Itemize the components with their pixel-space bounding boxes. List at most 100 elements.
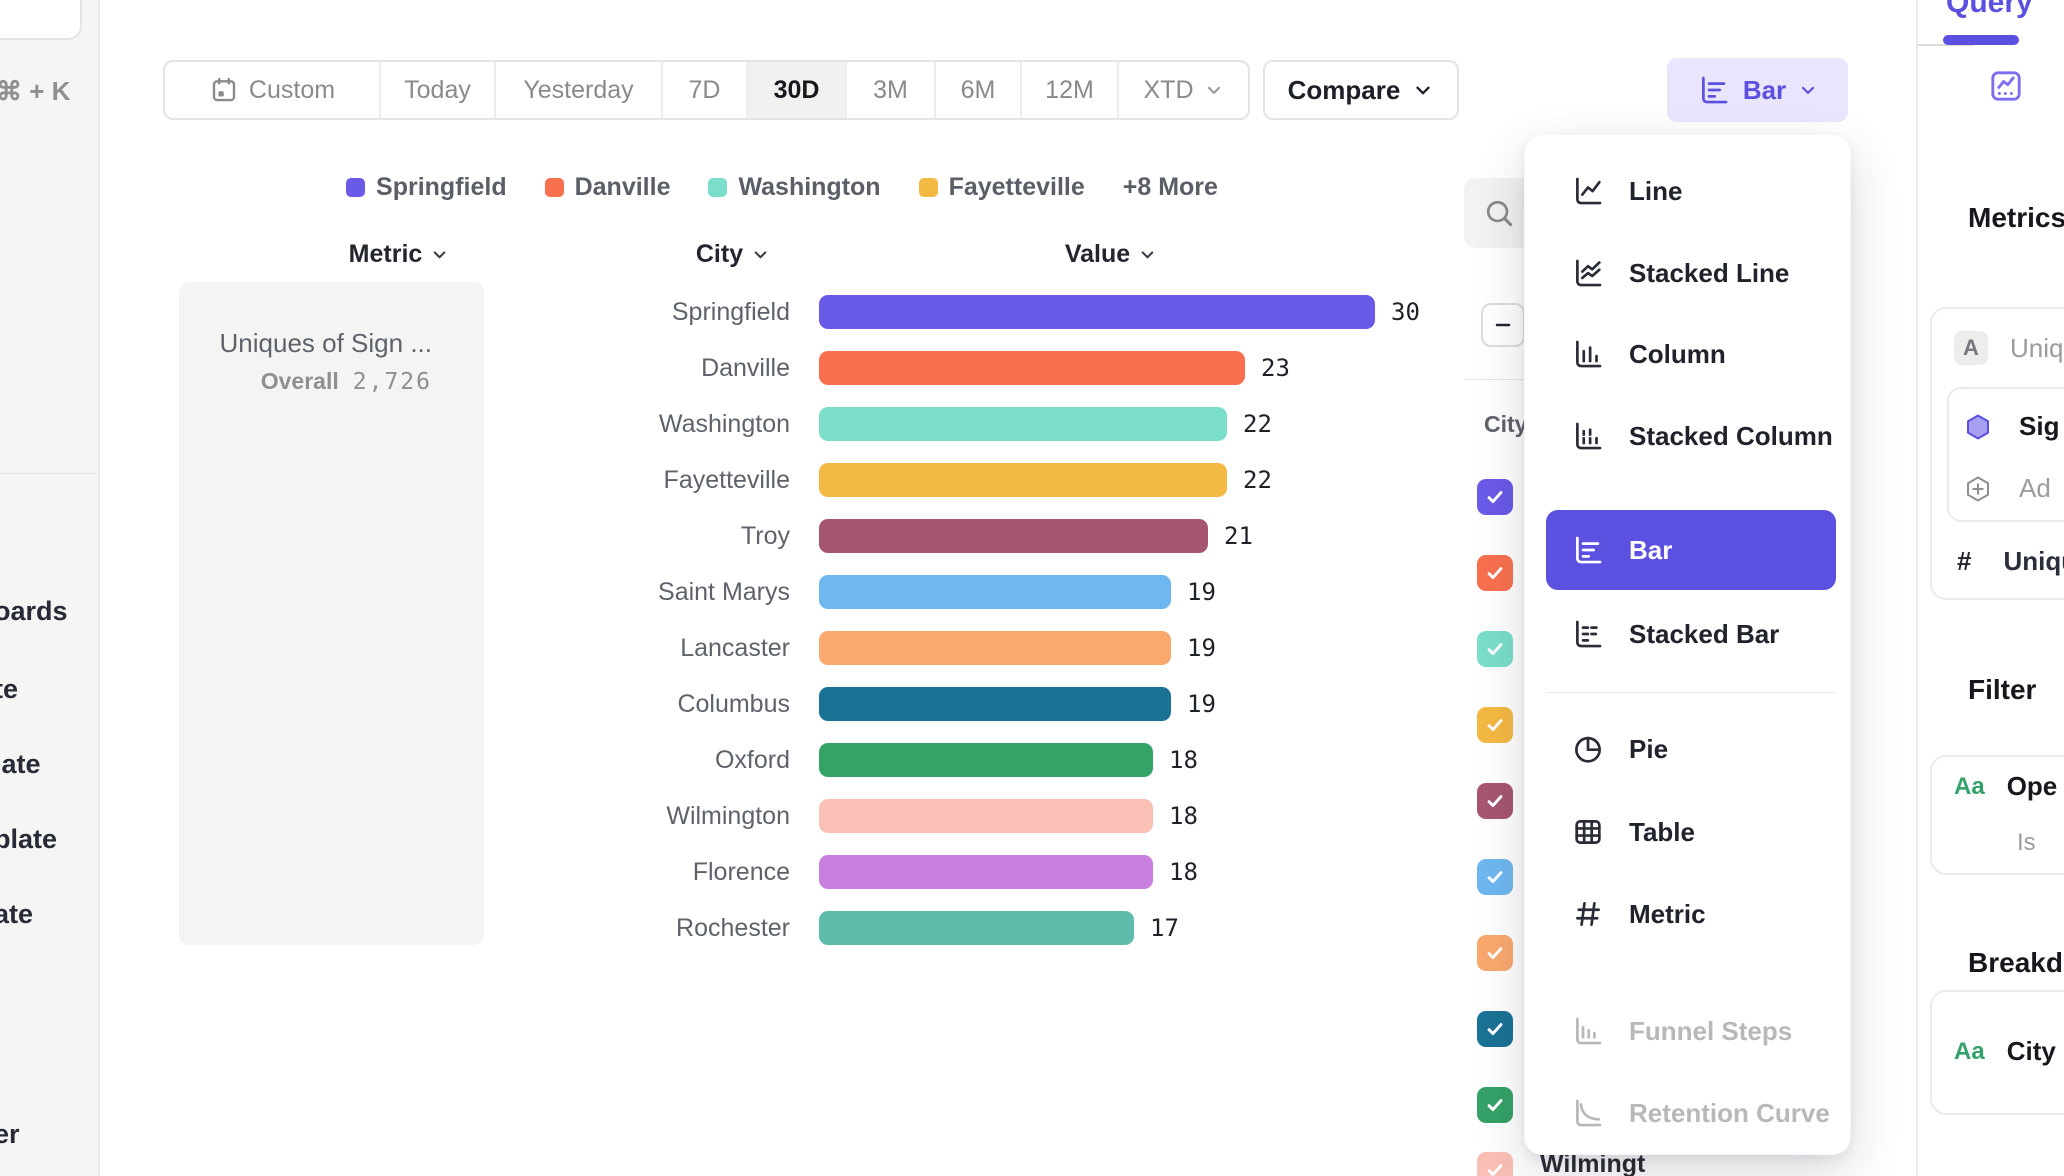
bar[interactable] bbox=[819, 351, 1245, 385]
bar-value-label: 19 bbox=[1187, 690, 1216, 718]
city-checkbox[interactable] bbox=[1477, 1011, 1513, 1047]
date-range-custom[interactable]: Custom bbox=[165, 62, 381, 118]
rail-divider bbox=[0, 473, 98, 474]
menu-item-label: Stacked Line bbox=[1629, 257, 1790, 288]
check-icon bbox=[1487, 719, 1503, 732]
menu-item-stacked-bar[interactable]: Stacked Bar bbox=[1525, 602, 1852, 666]
city-checkbox[interactable] bbox=[1477, 935, 1513, 971]
event-block[interactable]: Sig Ad bbox=[1947, 387, 2064, 522]
city-checkbox[interactable] bbox=[1477, 631, 1513, 667]
sidebar-nav-item[interactable]: ate bbox=[0, 899, 34, 929]
date-range-xtd[interactable]: XTD bbox=[1119, 62, 1248, 118]
sidebar-nav-item[interactable]: blate bbox=[0, 824, 58, 854]
date-range-7d[interactable]: 7D bbox=[663, 62, 748, 118]
bar[interactable] bbox=[819, 799, 1153, 833]
check-icon bbox=[1487, 795, 1503, 808]
city-checkbox[interactable] bbox=[1477, 479, 1513, 515]
compare-button[interactable]: Compare bbox=[1263, 60, 1459, 120]
overall-value: 2,726 bbox=[352, 369, 432, 395]
city-checkbox[interactable] bbox=[1477, 1152, 1513, 1176]
bar[interactable] bbox=[819, 911, 1134, 945]
column-chart-icon bbox=[1571, 337, 1605, 371]
menu-item-label: Bar bbox=[1629, 534, 1673, 565]
date-range-30d[interactable]: 30D bbox=[748, 62, 847, 118]
bar-category-label: Rochester bbox=[676, 913, 790, 942]
date-range-yesterday[interactable]: Yesterday bbox=[496, 62, 663, 118]
insights-chart-icon[interactable] bbox=[1988, 68, 2024, 104]
check-icon bbox=[1487, 491, 1503, 504]
menu-item-bar[interactable]: Bar bbox=[1546, 510, 1836, 590]
check-icon bbox=[1487, 1164, 1503, 1176]
compare-label: Compare bbox=[1287, 74, 1401, 105]
legend-item[interactable]: Washington bbox=[708, 173, 881, 202]
city-checkbox[interactable] bbox=[1477, 783, 1513, 819]
date-range-today[interactable]: Today bbox=[381, 62, 496, 118]
bar-category-label: Troy bbox=[740, 521, 790, 550]
measure-label[interactable]: Uniqu bbox=[2003, 546, 2064, 576]
bar[interactable] bbox=[819, 463, 1227, 497]
tab-bar-line bbox=[1918, 44, 1974, 46]
add-event-label[interactable]: Ad bbox=[2019, 473, 2051, 503]
menu-item-metric[interactable]: Metric bbox=[1525, 882, 1852, 946]
chart-row: Rochester 17 bbox=[100, 900, 1464, 956]
city-checkbox[interactable] bbox=[1477, 859, 1513, 895]
chevron-down-icon bbox=[1412, 79, 1434, 101]
column-header-value[interactable]: Value bbox=[1011, 238, 1211, 270]
legend-item[interactable]: Danville bbox=[544, 172, 671, 202]
date-range-12m[interactable]: 12M bbox=[1022, 62, 1119, 118]
bar[interactable] bbox=[819, 407, 1227, 441]
bar[interactable] bbox=[819, 687, 1171, 721]
menu-item-pie[interactable]: Pie bbox=[1525, 717, 1852, 781]
metric-card[interactable]: A Uniq Sig Ad # Uniqu bbox=[1930, 307, 2064, 600]
bar-value-label: 22 bbox=[1243, 466, 1272, 494]
bar[interactable] bbox=[819, 519, 1208, 553]
bar-value-label: 19 bbox=[1187, 578, 1216, 606]
legend-label: Danville bbox=[574, 172, 671, 201]
bar[interactable] bbox=[819, 575, 1171, 609]
city-checkbox[interactable] bbox=[1477, 707, 1513, 743]
check-icon bbox=[1487, 567, 1503, 580]
filter-operator[interactable]: Is bbox=[2017, 829, 2036, 856]
property-type-badge: Aa bbox=[1954, 772, 1985, 800]
sidebar-nav-item[interactable]: late bbox=[0, 749, 41, 779]
bar[interactable] bbox=[819, 855, 1153, 889]
breakdown-card[interactable]: Aa City bbox=[1930, 990, 2064, 1115]
menu-item-column[interactable]: Column bbox=[1525, 322, 1852, 386]
menu-item-label: Retention Curve bbox=[1629, 1097, 1830, 1128]
column-header-metric[interactable]: Metric bbox=[299, 238, 499, 270]
column-header-city[interactable]: City bbox=[633, 238, 833, 270]
legend-item[interactable]: Springfield bbox=[346, 173, 507, 202]
date-range-label: Custom bbox=[248, 75, 336, 104]
menu-item-table[interactable]: Table bbox=[1525, 800, 1852, 864]
metric-summary-panel[interactable]: Uniques of Sign ... Overall 2,726 bbox=[179, 282, 484, 945]
tab-query[interactable]: Query bbox=[1946, 0, 2033, 19]
menu-item-line[interactable]: Line bbox=[1525, 159, 1852, 223]
legend-more[interactable]: +8 More bbox=[1122, 172, 1218, 201]
city-checkbox[interactable] bbox=[1477, 1087, 1513, 1123]
chart-row: Danville 23 bbox=[100, 340, 1464, 396]
sidebar-nav-item[interactable]: te bbox=[0, 674, 19, 704]
date-range-6m[interactable]: 6M bbox=[936, 62, 1022, 118]
line-chart-icon bbox=[1571, 174, 1605, 208]
chart-row: Troy 21 bbox=[100, 508, 1464, 564]
date-range-label: Yesterday bbox=[523, 75, 634, 104]
date-range-3m[interactable]: 3M bbox=[847, 62, 936, 118]
city-checkbox[interactable] bbox=[1477, 555, 1513, 591]
bar[interactable] bbox=[819, 295, 1375, 329]
legend-swatch bbox=[544, 177, 564, 197]
menu-item-label: Metric bbox=[1629, 898, 1706, 929]
chart-type-button[interactable]: Bar bbox=[1667, 58, 1848, 122]
bar-category-label: Springfield bbox=[671, 297, 790, 326]
bar-value-label: 17 bbox=[1150, 914, 1179, 942]
menu-item-stacked-line[interactable]: Stacked Line bbox=[1525, 241, 1852, 305]
stacked-bar-chart-icon bbox=[1571, 617, 1605, 651]
sidebar-nav-item[interactable]: er bbox=[0, 1119, 20, 1149]
bar[interactable] bbox=[819, 631, 1171, 665]
menu-item-stacked-column[interactable]: Stacked Column bbox=[1525, 404, 1852, 468]
filter-card[interactable]: Aa Ope Is i bbox=[1930, 755, 2064, 875]
legend-item[interactable]: Fayetteville bbox=[918, 173, 1085, 202]
bar[interactable] bbox=[819, 743, 1153, 777]
global-search-box[interactable] bbox=[0, 0, 82, 40]
collapse-button[interactable] bbox=[1481, 303, 1525, 347]
sidebar-nav-item[interactable]: oards bbox=[0, 596, 68, 626]
